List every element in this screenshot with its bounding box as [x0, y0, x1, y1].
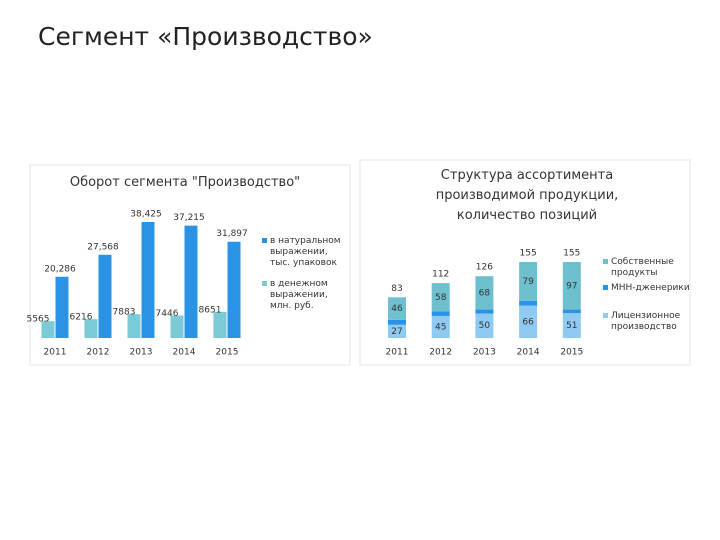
- legend-label: МНН-дженерики: [611, 283, 690, 293]
- bar-segment: [562, 312, 581, 338]
- bar-segment: [562, 262, 581, 310]
- value-label: 7446: [156, 309, 179, 319]
- x-tick-label: 2015: [560, 348, 583, 358]
- x-tick-label: 2014: [517, 348, 540, 358]
- value-label: 50: [479, 321, 491, 331]
- legend-swatch: [603, 259, 608, 264]
- slide-title: Сегмент «Производство»: [38, 22, 373, 51]
- bar: [141, 222, 155, 338]
- chart-title: Структура ассортимента производимой прод…: [435, 168, 619, 223]
- total-label: 155: [520, 249, 537, 259]
- bar: [98, 254, 112, 338]
- value-label: 6216: [70, 313, 93, 323]
- value-label: 46: [391, 304, 403, 314]
- value-label: 31,897: [216, 229, 248, 239]
- value-label: 7883: [113, 308, 136, 318]
- bar-segment: [519, 300, 538, 306]
- bar-segment: [388, 297, 406, 320]
- value-label: 68: [479, 288, 491, 298]
- chart-frame: [29, 164, 351, 366]
- value-label: 20,286: [44, 264, 76, 274]
- legend-label: в денежном выражении, млн. руб.: [270, 279, 328, 311]
- value-label: 27: [391, 327, 402, 337]
- bar: [213, 311, 227, 338]
- value-label: 58: [435, 293, 447, 303]
- bar-segment: [519, 262, 538, 301]
- x-tick-label: 2015: [216, 348, 239, 358]
- legend-swatch: [262, 281, 267, 286]
- bar: [227, 241, 241, 338]
- bar-segment: [475, 313, 494, 338]
- x-tick-label: 2013: [130, 348, 153, 358]
- bar: [41, 321, 55, 338]
- value-label: 38,425: [130, 210, 162, 220]
- value-label: 37,215: [173, 213, 205, 223]
- bar-segment: [431, 315, 450, 338]
- bar: [170, 315, 184, 338]
- value-label: 97: [566, 281, 577, 291]
- x-tick-label: 2012: [429, 348, 452, 358]
- bar-segment: [431, 283, 450, 312]
- value-label: 79: [522, 277, 534, 287]
- value-label: 66: [522, 317, 534, 327]
- bar-segment: [388, 319, 406, 325]
- chart-frame: [359, 159, 691, 366]
- x-tick-label: 2014: [173, 348, 196, 358]
- x-tick-label: 2011: [44, 348, 67, 358]
- total-label: 126: [476, 263, 493, 273]
- x-tick-label: 2011: [386, 348, 409, 358]
- bar-segment: [519, 305, 538, 338]
- bar-segment: [388, 324, 406, 338]
- bar-segment: [475, 309, 494, 314]
- total-label: 83: [391, 284, 402, 294]
- bar-segment: [475, 276, 494, 310]
- total-label: 155: [563, 249, 580, 259]
- legend-swatch: [603, 313, 608, 318]
- legend-label: в натуральном выражении, тыс. упаковок: [270, 236, 341, 268]
- legend-label: Собственные продукты: [611, 257, 674, 278]
- legend-swatch: [603, 285, 608, 290]
- bar: [184, 225, 198, 338]
- value-label: 45: [435, 322, 446, 332]
- value-label: 5565: [27, 315, 50, 325]
- bar-segment: [562, 309, 581, 313]
- bar-segment: [431, 311, 450, 316]
- value-label: 51: [566, 321, 577, 331]
- x-tick-label: 2012: [87, 348, 110, 358]
- chart-title: Оборот сегмента "Производство": [69, 175, 301, 190]
- x-tick-label: 2013: [473, 348, 496, 358]
- bar: [84, 319, 98, 338]
- bar: [55, 276, 69, 338]
- value-label: 8651: [199, 305, 222, 315]
- legend-swatch: [262, 238, 267, 243]
- value-label: 27,568: [87, 242, 119, 252]
- bar: [127, 314, 141, 338]
- legend-label: Лицензионное производство: [611, 311, 681, 332]
- total-label: 112: [432, 270, 449, 280]
